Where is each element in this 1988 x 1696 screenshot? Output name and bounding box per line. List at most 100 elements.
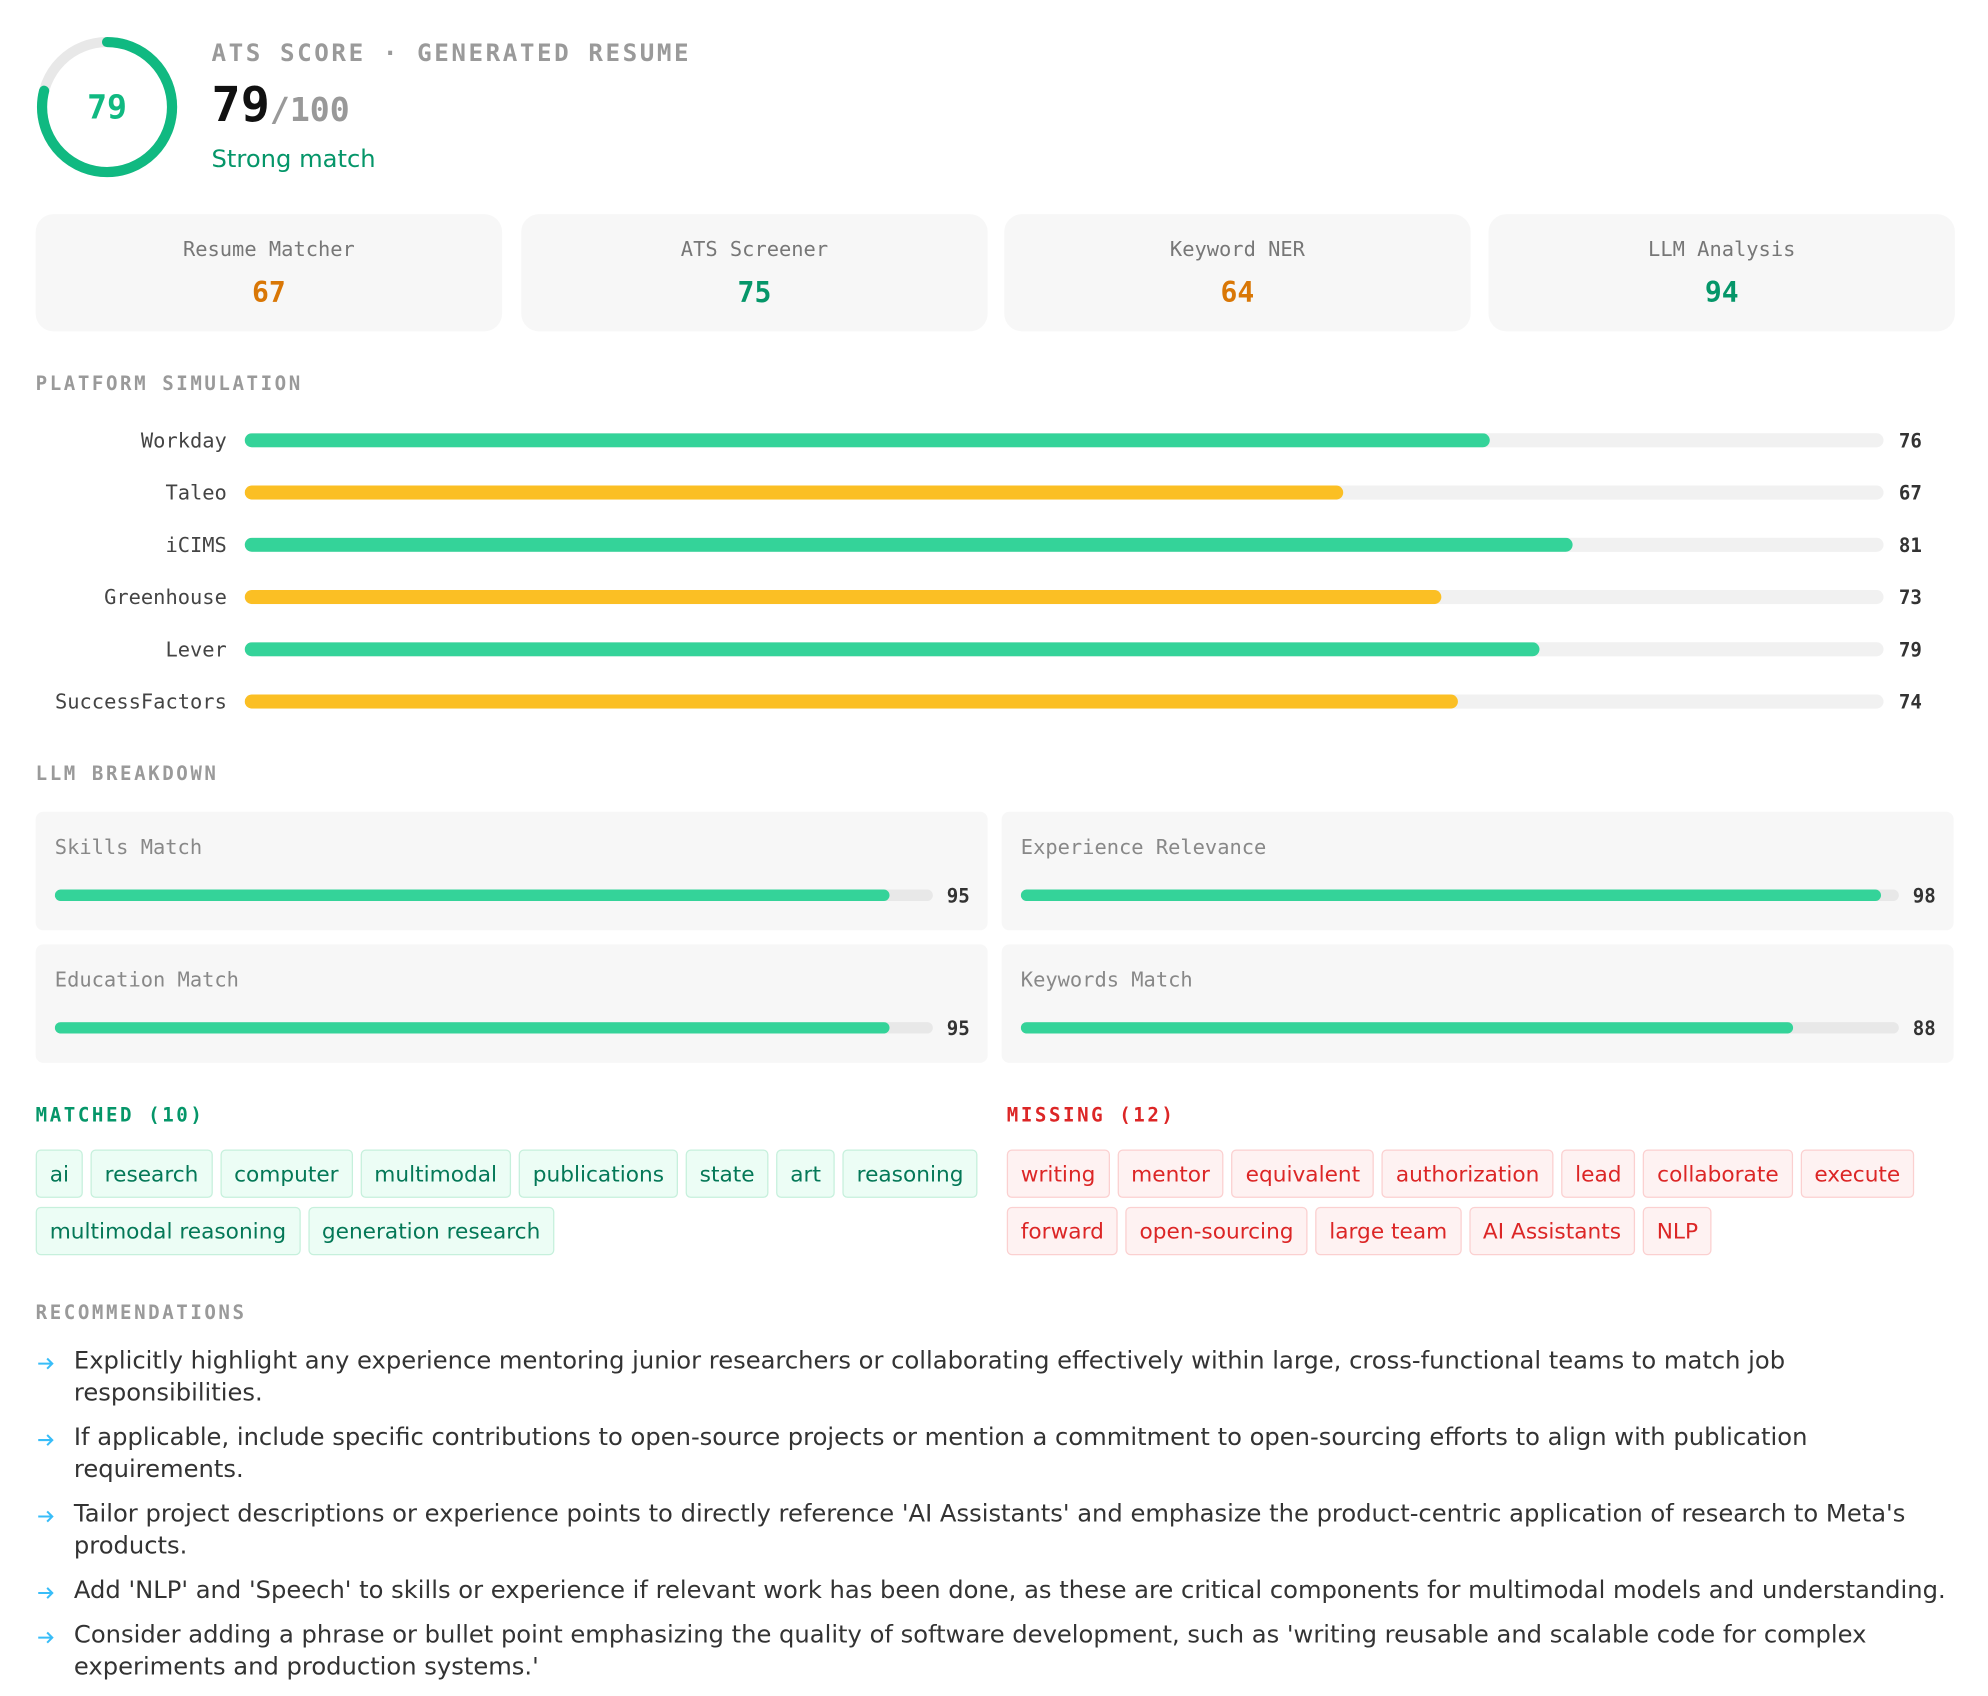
breakdown-title: Skills Match <box>54 834 203 859</box>
platform-name: Taleo <box>165 480 227 505</box>
score-card: Keyword NER 64 <box>1004 214 1471 332</box>
ring-arc <box>36 36 178 178</box>
breakdown-value: 98 <box>1912 884 1936 908</box>
matched-keyword: generation research <box>307 1206 555 1256</box>
platform-row: SuccessFactors 74 <box>0 689 1988 714</box>
missing-keyword: equivalent <box>1231 1149 1375 1198</box>
ats-report: 79 ATS SCORE · GENERATED RESUME 79/100 S… <box>0 36 1988 1681</box>
ring-score: 79 <box>87 88 127 127</box>
missing-title: MISSING (12) <box>1006 1103 1176 1127</box>
platform-row: iCIMS 81 <box>0 533 1988 558</box>
card-title: Keyword NER <box>1169 237 1305 262</box>
platform-name: iCIMS <box>165 532 227 557</box>
missing-keyword: mentor <box>1117 1149 1224 1198</box>
bar-track <box>54 889 933 902</box>
bar <box>54 1022 889 1034</box>
bar-track <box>244 537 1884 552</box>
missing-tags: writing mentor equivalent authorization lead… <box>1006 1149 1955 1256</box>
matched-tags: ai research computer multimodal publications… <box>35 1149 979 1256</box>
section-title: LLM BREAKDOWN <box>35 762 219 786</box>
matched-keyword: research <box>90 1149 213 1198</box>
page: 79 ATS SCORE · GENERATED RESUME 79/100 S… <box>0 36 1988 1681</box>
recommendation: Add 'NLP' and 'Speech' to skills or expe… <box>36 1575 1955 1607</box>
missing-keyword: AI Assistants <box>1468 1206 1636 1256</box>
missing-keyword: execute <box>1800 1149 1915 1198</box>
breakdown-card: Keywords Match 88 <box>1001 944 1954 1063</box>
matched-keyword: publications <box>518 1149 679 1198</box>
bar-track <box>54 1022 933 1034</box>
platform-name: Lever <box>165 637 227 662</box>
card-title: ATS Screener <box>680 237 829 262</box>
section-title: RECOMMENDATIONS <box>35 1301 247 1325</box>
bar <box>244 485 1343 500</box>
matched-keyword: state <box>685 1149 769 1198</box>
breakdown-value: 88 <box>1912 1016 1936 1040</box>
platform-value: 81 <box>1898 533 1922 557</box>
recommendation: Consider adding a phrase or bullet point… <box>36 1620 1955 1684</box>
platform-value: 73 <box>1898 586 1922 610</box>
bar <box>1020 889 1882 902</box>
bar <box>244 537 1573 552</box>
bar <box>244 433 1491 448</box>
score-ring: 79 <box>36 36 178 178</box>
section-title: PLATFORM SIMULATION <box>35 372 303 396</box>
arrow-icon <box>38 1434 54 1446</box>
recommendation-text: Consider adding a phrase or bullet point… <box>73 1621 1867 1681</box>
card-title: LLM Analysis <box>1648 237 1796 262</box>
arrow-icon <box>38 1510 54 1523</box>
bar-track <box>1020 889 1899 902</box>
missing-keyword: large team <box>1315 1206 1462 1256</box>
recommendation-text: Explicitly highlight any experience ment… <box>73 1347 1786 1407</box>
matched-title: MATCHED (10) <box>35 1103 205 1127</box>
recommendation-text: If applicable, include specific contribu… <box>73 1423 1808 1484</box>
score-card: Resume Matcher 67 <box>35 214 503 332</box>
breakdown-value: 95 <box>946 884 970 908</box>
platform-value: 67 <box>1898 481 1922 505</box>
matched-keyword: art <box>776 1149 835 1198</box>
score-card: LLM Analysis 94 <box>1488 214 1955 332</box>
score-line: 79/100 <box>212 76 350 132</box>
platform-name: SuccessFactors <box>54 689 227 714</box>
bar <box>244 642 1540 657</box>
bar <box>244 590 1442 605</box>
missing-keyword: forward <box>1006 1206 1118 1256</box>
bar-track <box>244 590 1884 605</box>
missing-keyword: open-sourcing <box>1125 1206 1308 1256</box>
card-value: 67 <box>252 277 286 310</box>
score: 79 <box>211 76 270 133</box>
platform-value: 74 <box>1898 690 1922 714</box>
platform-value: 79 <box>1898 638 1922 662</box>
missing-keyword: lead <box>1561 1149 1636 1198</box>
bar-track <box>244 433 1884 448</box>
recommendation: If applicable, include specific contribu… <box>36 1422 1955 1486</box>
breakdown-title: Education Match <box>54 967 239 992</box>
matched-keyword: multimodal <box>360 1149 512 1198</box>
missing-keyword: authorization <box>1381 1149 1554 1198</box>
score-max: /100 <box>269 91 350 130</box>
header-label: ATS SCORE · GENERATED RESUME <box>211 39 692 68</box>
recommendation-text: Tailor project descriptions or experienc… <box>73 1499 1906 1560</box>
breakdown-card: Education Match 95 <box>35 944 988 1063</box>
recommendation-list: Explicitly highlight any experience ment… <box>36 1346 1955 1696</box>
platform-row: Workday 76 <box>0 428 1988 453</box>
card-title: Resume Matcher <box>182 237 355 262</box>
matched-keyword: ai <box>35 1149 84 1198</box>
missing-keyword: collaborate <box>1643 1149 1793 1198</box>
bar <box>1020 1022 1794 1034</box>
breakdown-title: Experience Relevance <box>1020 834 1267 859</box>
bar-track <box>1020 1022 1899 1034</box>
bar-track <box>244 694 1884 709</box>
matched-keyword: computer <box>220 1149 353 1198</box>
arrow-icon <box>38 1587 54 1599</box>
platform-value: 76 <box>1898 429 1922 453</box>
bar-track <box>244 642 1884 657</box>
recommendation-text: Add 'NLP' and 'Speech' to skills or expe… <box>73 1576 1946 1605</box>
card-value: 75 <box>737 277 772 310</box>
bar-track <box>244 485 1884 500</box>
arrow-icon <box>38 1357 54 1370</box>
matched-keyword: reasoning <box>842 1149 978 1198</box>
platform-row: Greenhouse 73 <box>0 585 1988 610</box>
bar <box>54 889 889 902</box>
platform-name: Greenhouse <box>104 584 227 610</box>
verdict: Strong match <box>211 145 376 174</box>
